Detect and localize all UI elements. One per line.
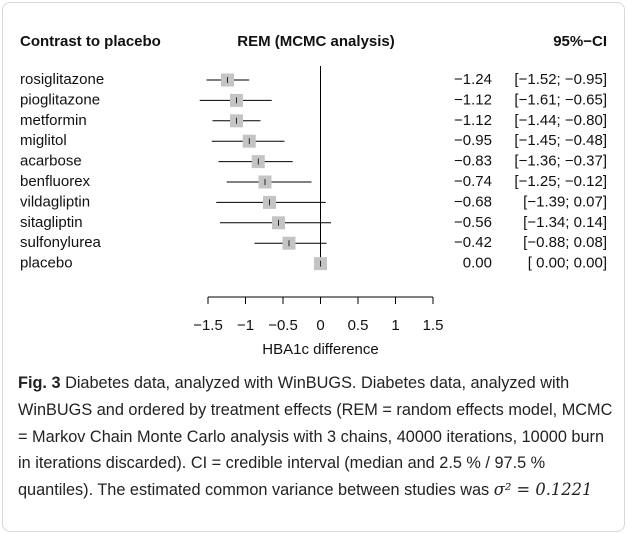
chart: Contrast to placebo REM (MCMC analysis) 95… [20, 33, 607, 358]
ci-label: [−1.34; 0.14] [523, 214, 607, 231]
x-tick-label: −1.5 [193, 317, 223, 334]
x-tick-label: 0 [316, 317, 324, 334]
x-axis-label: HBA1c difference [262, 341, 378, 358]
caption-text: Diabetes data, analyzed with WinBUGS. Di… [18, 374, 613, 500]
ci-label: [−1.36; −0.37] [514, 153, 607, 170]
ci-label: [−1.61; −0.65] [514, 91, 607, 108]
caption-formula: σ² = 0.1221 [493, 480, 593, 500]
category-label: rosiglitazone [20, 71, 104, 88]
category-label: acarbose [20, 153, 82, 170]
value-label: −0.74 [454, 173, 492, 190]
category-label: metformin [20, 112, 87, 129]
x-tick-label: −0.5 [268, 317, 298, 334]
x-tick-label: −1 [237, 317, 254, 334]
value-label: −1.24 [454, 71, 492, 88]
ci-label: [−1.44; −0.80] [514, 112, 607, 129]
ci-label: [−1.45; −0.48] [514, 132, 607, 149]
value-label: −0.42 [454, 234, 492, 251]
category-label: pioglitazone [20, 91, 100, 108]
ci-label: [−1.52; −0.95] [514, 71, 607, 88]
column-header: 95%−CI [553, 33, 607, 50]
ci-label: [−1.39; 0.07] [523, 193, 607, 210]
value-label: −1.12 [454, 112, 492, 129]
ci-label: [−1.25; −0.12] [514, 173, 607, 190]
value-label: −0.83 [454, 153, 492, 170]
ci-label: [ 0.00; 0.00] [528, 255, 607, 272]
ci-label: [−0.88; 0.08] [523, 234, 607, 251]
category-label: vildagliptin [20, 193, 90, 210]
value-label: −1.12 [454, 91, 492, 108]
caption: Fig. 3 Diabetes data, analyzed with WinB… [18, 370, 614, 504]
caption-label: Fig. 3 [18, 374, 61, 392]
category-label: placebo [20, 255, 73, 272]
x-tick-label: 0.5 [348, 317, 369, 334]
column-header: Contrast to placebo [20, 33, 161, 50]
category-label: sitagliptin [20, 214, 83, 231]
value-label: −0.56 [454, 214, 492, 231]
value-label: −0.68 [454, 193, 492, 210]
x-tick-label: 1.5 [423, 317, 444, 334]
x-tick-label: 1 [391, 317, 399, 334]
category-label: sulfonylurea [20, 234, 102, 251]
column-header: REM (MCMC analysis) [237, 33, 395, 50]
value-label: −0.95 [454, 132, 492, 149]
value-label: 0.00 [463, 255, 492, 272]
category-label: miglitol [20, 132, 67, 149]
category-label: benfluorex [20, 173, 91, 190]
